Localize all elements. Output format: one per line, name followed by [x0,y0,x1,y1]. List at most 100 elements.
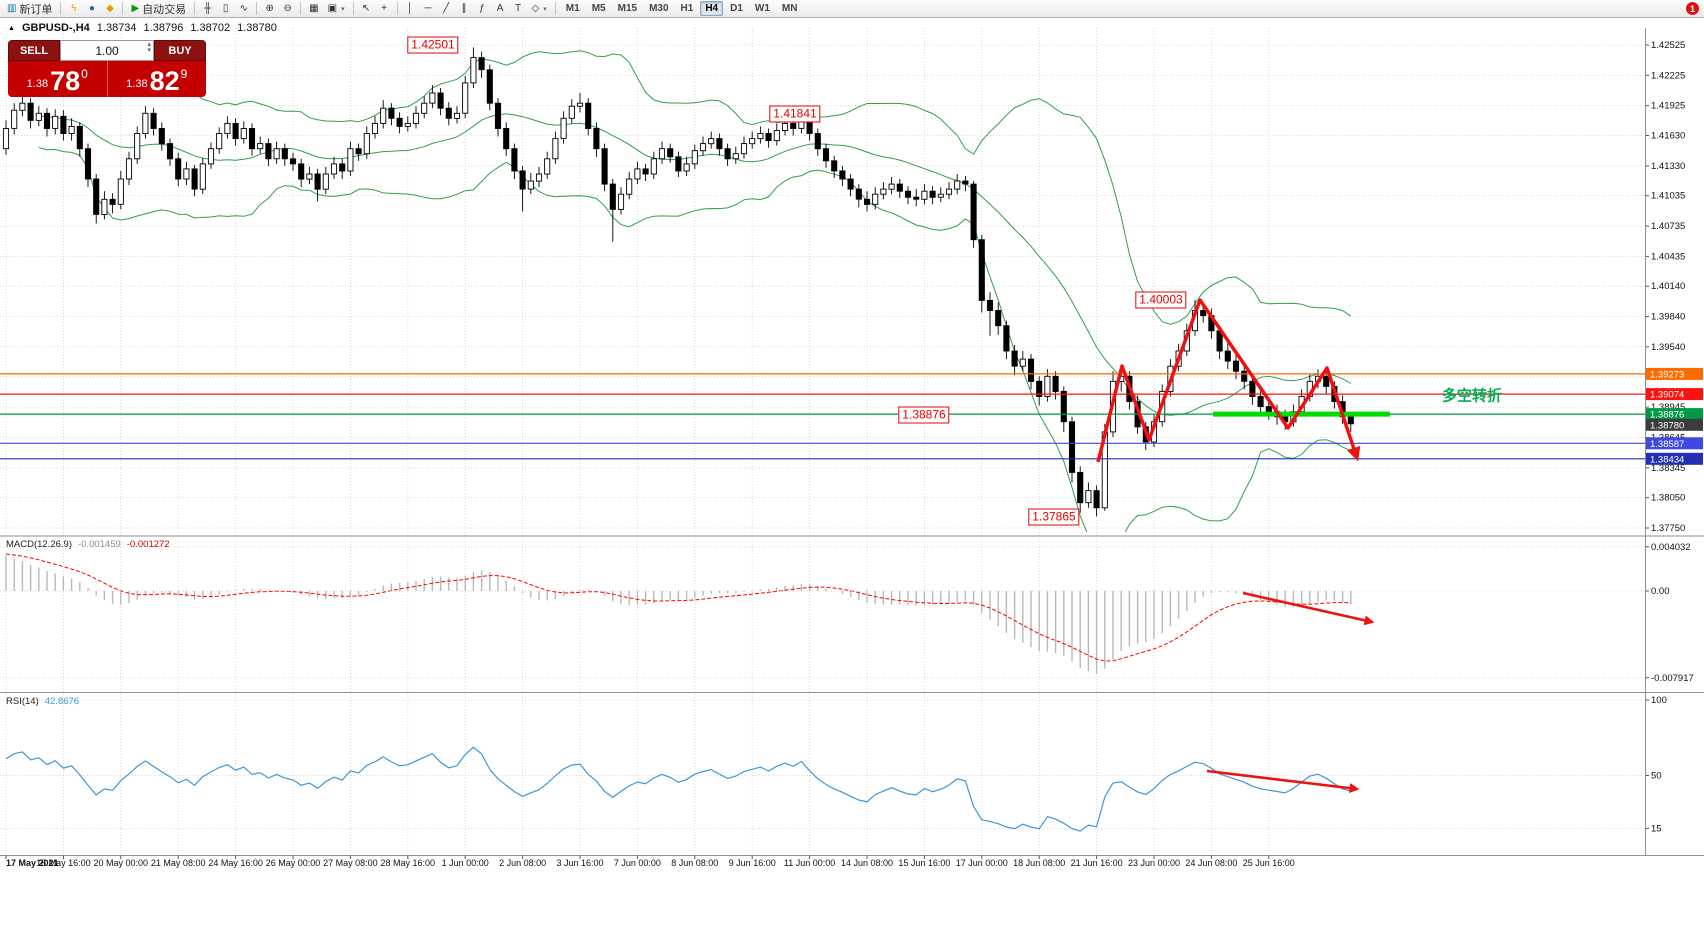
candle-chart-icon: ▯ [222,2,229,14]
price-annotation[interactable]: 1.37865 [1028,508,1080,526]
market-button[interactable]: ● [83,1,100,17]
time-scale[interactable] [0,856,1645,870]
buy-price[interactable]: 1.38 82 9 [108,61,207,97]
notification-badge[interactable]: 1 [1686,2,1699,15]
volume-down-icon[interactable]: ▾ [147,47,151,54]
auto-trading-label: 自动交易 [142,3,187,16]
globe-icon: ● [88,2,95,14]
cascade-windows-button[interactable]: ▣ ▾ [324,1,349,17]
svg-text:1.41925: 1.41925 [1651,101,1685,112]
price-tag: 1.38587 [1646,437,1703,450]
svg-text:1.40735: 1.40735 [1651,221,1685,232]
candle-chart-button[interactable]: ▯ [217,1,234,17]
svg-text:1.38434: 1.38434 [1650,454,1684,465]
price-annotation[interactable]: 1.42501 [407,36,459,54]
bar-chart-button[interactable]: ╫ [199,1,216,17]
svg-text:27 May 08:00: 27 May 08:00 [323,858,378,868]
shapes-button[interactable]: ◇ ▾ [528,1,551,17]
collapse-arrow-icon[interactable]: ▲ [8,24,15,32]
tf-button-M15[interactable]: M15 [617,3,638,14]
zoom-out-icon: ⊖ [283,2,292,14]
fibonacci-button[interactable]: ƒ [474,1,491,17]
svg-text:100: 100 [1651,695,1667,706]
price-annotation[interactable]: 1.38876 [898,406,950,424]
zoom-in-button[interactable]: ⊕ [261,1,278,17]
fibonacci-icon: ƒ [479,2,485,14]
cursor-button[interactable]: ↖ [358,1,375,17]
rsi-line [5,746,1351,832]
toolbar-separator [122,2,124,15]
svg-text:1.39540: 1.39540 [1651,342,1685,353]
channel-button[interactable]: ∥ [456,1,473,17]
svg-text:2 Jun 08:00: 2 Jun 08:00 [499,858,546,868]
sell-price[interactable]: 1.38 78 0 [8,61,108,97]
svg-text:18 Jun 08:00: 18 Jun 08:00 [1013,858,1065,868]
tile-windows-button[interactable]: ▦ [305,1,322,17]
price-annotation[interactable]: 1.40003 [1135,291,1187,309]
line-chart-button[interactable]: ∿ [235,1,252,17]
cascade-windows-icon: ▣ [327,2,338,14]
text-button[interactable]: A [492,1,509,17]
cursor-icon: ↖ [361,2,371,14]
price-annotation[interactable]: 1.41841 [769,105,821,123]
buy-price-sup: 9 [180,67,188,81]
chart-ohlc-header: ▲ GBPUSD-,H4 1.38734 1.38796 1.38702 1.3… [8,22,277,34]
vertical-line-button[interactable]: │ [402,1,419,17]
mql-button[interactable]: ϟ [65,1,82,17]
rsi-value: 42.8676 [44,696,80,707]
alerts-button[interactable]: ◆ [101,1,118,17]
toolbar: ▥ 新订单 ϟ ● ◆ ▶ 自动交易 ╫ ▯ ∿ ⊕ ⊖ ▦ ▣ ▾ ↖ + │ … [0,0,1704,18]
svg-text:1.38876: 1.38876 [1650,410,1684,421]
tf-button-D1[interactable]: D1 [730,3,743,14]
tf-button-M1[interactable]: M1 [565,3,580,14]
toolbar-separator [554,2,556,15]
svg-text:1.38050: 1.38050 [1651,493,1685,504]
svg-text:17 Jun 00:00: 17 Jun 00:00 [956,858,1008,868]
svg-text:1.41630: 1.41630 [1651,131,1685,142]
toolbar-separator [194,2,196,15]
rsi-arrow[interactable] [1206,769,1360,794]
tf-button-H4[interactable]: H4 [700,1,724,16]
toolbar-separator [396,2,398,15]
tf-button-H1[interactable]: H1 [680,3,694,14]
trendline-button[interactable]: ╱ [438,1,455,17]
high-value: 1.38796 [143,22,184,34]
symbol-period-label: GBPUSD-,H4 [21,22,90,34]
macd-value-signal: -0.001272 [126,539,170,550]
tf-button-M5[interactable]: M5 [591,3,606,14]
crosshair-icon: + [381,2,387,14]
volume-up-icon[interactable]: ▴ [147,41,151,48]
svg-text:8 Jun 08:00: 8 Jun 08:00 [671,858,718,868]
svg-text:14 Jun 08:00: 14 Jun 08:00 [841,858,893,868]
svg-text:15 Jun 16:00: 15 Jun 16:00 [898,858,950,868]
new-order-label: 新订单 [19,3,53,16]
macd-arrow[interactable] [1242,591,1375,626]
volume-input[interactable]: 1.00 ▴ ▾ [60,40,154,61]
crosshair-button[interactable]: + [376,1,393,17]
price-tag: 1.38434 [1646,452,1703,465]
toolbar-separator [300,2,302,15]
svg-text:1.38345: 1.38345 [1651,463,1685,474]
play-icon: ▶ [131,2,140,14]
horizontal-line-button[interactable]: ─ [420,1,437,17]
price-scale[interactable] [1646,28,1704,855]
price-tag: 1.38876 [1646,408,1703,421]
toolbar-separator [352,2,354,15]
turning-point-annotation[interactable]: 多空转折 [1441,387,1503,405]
label-button[interactable]: T [510,1,527,17]
svg-text:-0.007917: -0.007917 [1651,673,1694,684]
zoom-out-button[interactable]: ⊖ [279,1,296,17]
volume-spinner[interactable]: ▴ ▾ [147,41,151,54]
auto-trading-button[interactable]: ▶ 自动交易 [127,1,190,17]
trend-arrow-main[interactable] [1096,298,1361,463]
grid [0,28,1645,855]
buy-button[interactable]: BUY [154,40,206,61]
tf-button-M30[interactable]: M30 [649,3,669,14]
tf-button-W1[interactable]: W1 [754,3,770,14]
sell-button[interactable]: SELL [8,40,60,61]
svg-text:26 May 00:00: 26 May 00:00 [266,858,321,868]
tf-button-MN[interactable]: MN [781,3,798,14]
new-order-button[interactable]: ▥ 新订单 [3,1,56,17]
buy-price-small: 1.38 [126,78,148,90]
